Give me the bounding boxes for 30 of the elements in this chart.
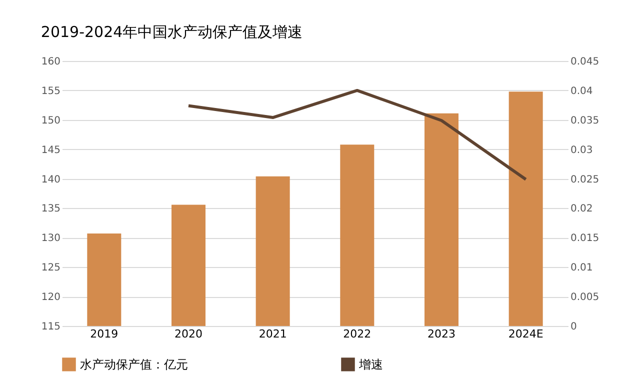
y2-tick-label: 0.02 [570,204,593,215]
y2-tick-label: 0.03 [570,144,593,156]
y2-tick-label: 0.005 [570,292,600,304]
y-tick-label: 130 [41,233,60,244]
y2-tick-label: 0.01 [570,262,593,274]
x-tick-label: 2023 [428,328,456,340]
y-tick-label: 115 [41,322,60,332]
y-tick-label: 155 [41,86,60,97]
y2-tick-label: 0.015 [570,233,600,244]
y-tick-label: 125 [41,262,60,274]
y2-tick-label: 0.035 [570,115,600,126]
x-tick-label: 2021 [258,328,287,340]
y2-tick-label: 0 [570,322,577,332]
y-tick-label: 135 [41,204,60,215]
legend-label: 水产动保产值：亿元 [80,357,188,372]
y-tick-label: 160 [41,56,60,68]
y2-tick-label: 0.045 [570,56,600,68]
y2-tick-label: 0.04 [570,86,593,97]
x-tick-label: 2020 [174,328,202,340]
y-tick-label: 145 [41,144,60,156]
y-tick-label: 120 [41,292,60,304]
y2-tick-label: 0.025 [570,174,600,186]
legend-label: 增速 [358,357,383,372]
chart-title: 2019-2024年中国水产动保产值及增速 [40,23,303,41]
y-tick-label: 150 [41,115,60,126]
line-series [187,88,528,181]
x-tick-label: 2022 [343,328,372,340]
x-tick-label: 2024E [508,328,544,340]
y-tick-label: 140 [41,174,60,186]
x-tick-label: 2019 [90,328,118,340]
